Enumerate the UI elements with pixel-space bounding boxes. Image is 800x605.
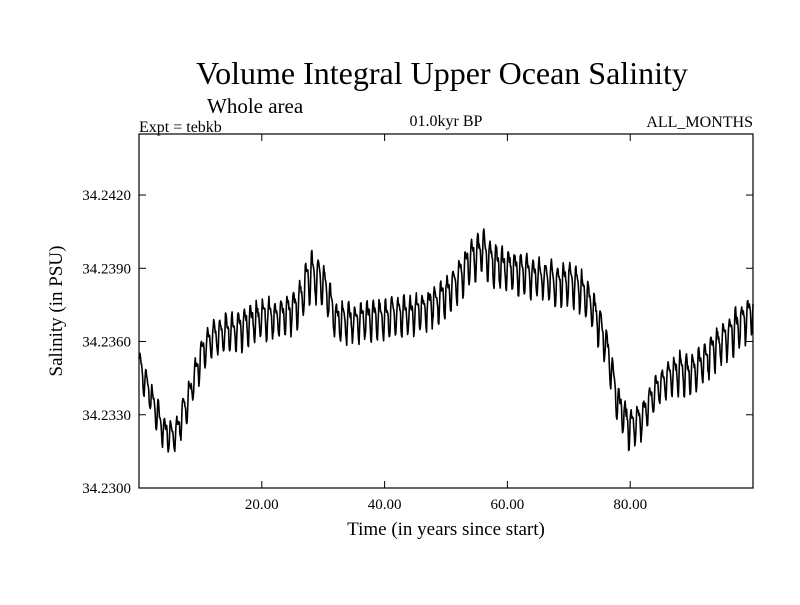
y-axis-label: Salinity (in PSU): [46, 246, 67, 377]
y-tick-label: 34.2300: [82, 481, 131, 497]
plot-frame: [138, 133, 754, 489]
y-tick-label: 34.2420: [82, 188, 131, 204]
x-axis-label: Time (in years since start): [347, 519, 545, 540]
x-tick-label: 60.00: [491, 497, 525, 513]
experiment-label: Expt = tebkb: [139, 119, 222, 136]
y-tick-label: 34.2390: [82, 261, 131, 277]
y-tick-label: 34.2360: [82, 335, 131, 351]
period-label: 01.0kyr BP: [410, 113, 483, 130]
months-label: ALL_MONTHS: [646, 114, 753, 131]
x-tick-label: 40.00: [368, 497, 402, 513]
x-tick-label: 80.00: [613, 497, 647, 513]
chart-title: Volume Integral Upper Ocean Salinity: [196, 55, 688, 91]
x-tick-label: 20.00: [245, 497, 279, 513]
salinity-series-line: [138, 228, 754, 453]
plot-area: 20.00 40.00 60.00 80.00 34.2300 34.2330 34.236…: [82, 134, 754, 513]
chart-subtitle: Whole area: [207, 94, 304, 118]
y-tick-label: 34.2330: [82, 408, 131, 424]
